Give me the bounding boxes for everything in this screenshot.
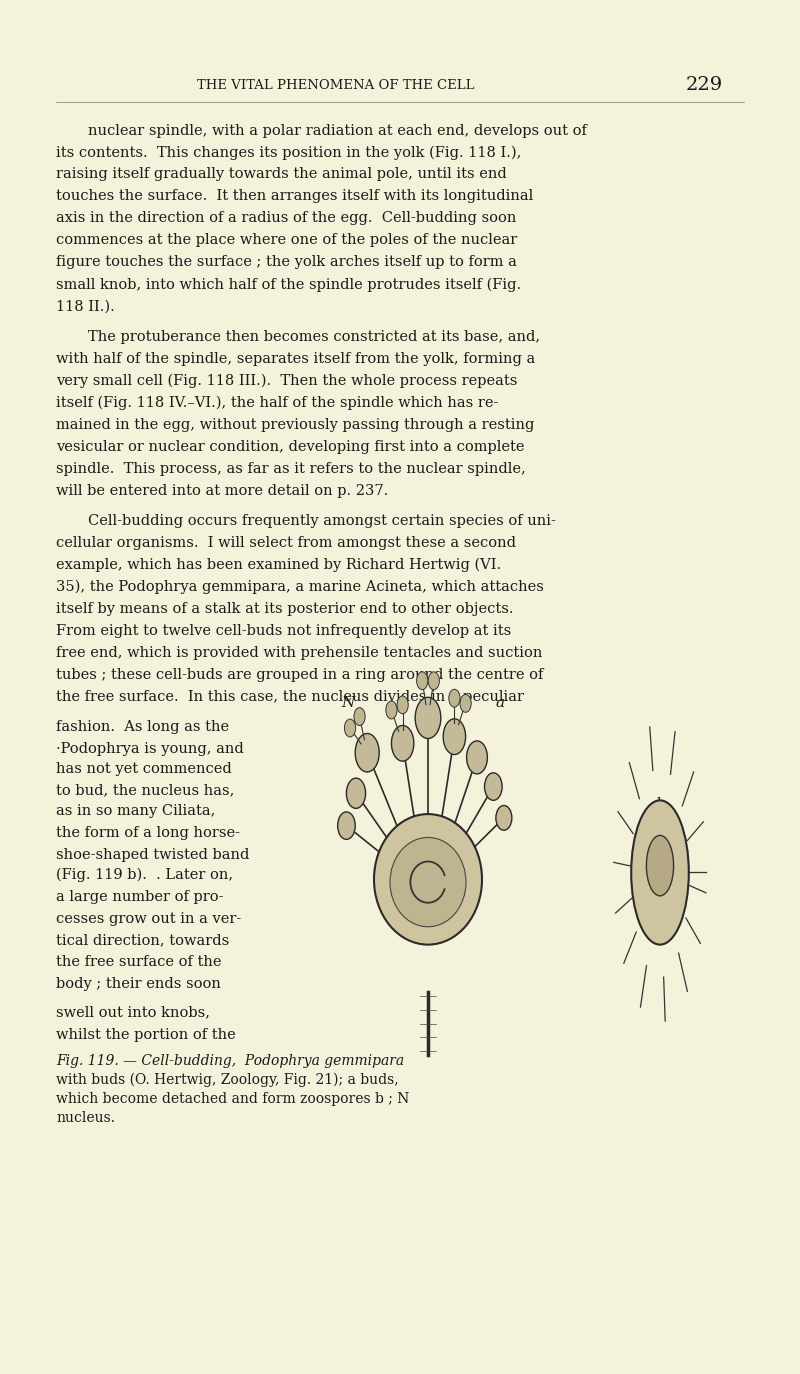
Text: free end, which is provided with prehensile tentacles and suction: free end, which is provided with prehens… [56,646,542,660]
Text: From eight to twelve cell-buds not infrequently develop at its: From eight to twelve cell-buds not infre… [56,624,511,638]
Ellipse shape [449,690,460,708]
Text: the free surface.  In this case, the nucleus divides in a peculiar: the free surface. In this case, the nucl… [56,690,524,703]
Text: small knob, into which half of the spindle protrudes itself (Fig.: small knob, into which half of the spind… [56,278,521,291]
Text: 35), the Podophrya gemmipara, a marine Acineta, which attaches: 35), the Podophrya gemmipara, a marine A… [56,580,544,594]
Text: example, which has been examined by Richard Hertwig (VI.: example, which has been examined by Rich… [56,558,501,572]
Text: which become detached and form zoospores b ; N: which become detached and form zoospores… [56,1092,410,1106]
Ellipse shape [391,725,414,761]
Text: nucleus.: nucleus. [56,1112,115,1125]
Text: tubes ; these cell-buds are grouped in a ring around the centre of: tubes ; these cell-buds are grouped in a… [56,668,543,682]
Text: swell out into knobs,: swell out into knobs, [56,1006,210,1020]
Text: The protuberance then becomes constricted at its base, and,: The protuberance then becomes constricte… [88,330,540,344]
Ellipse shape [646,835,674,896]
Ellipse shape [417,672,428,690]
Ellipse shape [374,813,482,945]
Ellipse shape [390,838,466,927]
Text: axis in the direction of a radius of the egg.  Cell-budding soon: axis in the direction of a radius of the… [56,212,516,225]
Text: vesicular or nuclear condition, developing first into a complete: vesicular or nuclear condition, developi… [56,440,525,453]
Text: (Fig. 119 b).  . Later on,: (Fig. 119 b). . Later on, [56,868,233,882]
Text: Cell-budding occurs frequently amongst certain species of uni-: Cell-budding occurs frequently amongst c… [88,514,556,528]
Ellipse shape [346,778,366,808]
Text: 118 II.).: 118 II.). [56,300,114,313]
Text: itself (Fig. 118 IV.–VI.), the half of the spindle which has re-: itself (Fig. 118 IV.–VI.), the half of t… [56,396,498,409]
Text: the free surface of the: the free surface of the [56,955,222,969]
Text: with half of the spindle, separates itself from the yolk, forming a: with half of the spindle, separates itse… [56,352,535,365]
Ellipse shape [415,698,441,739]
Ellipse shape [631,800,689,945]
Ellipse shape [338,812,355,840]
Text: has not yet commenced: has not yet commenced [56,763,232,776]
Text: mained in the egg, without previously passing through a resting: mained in the egg, without previously pa… [56,418,534,431]
Ellipse shape [386,701,397,719]
Text: figure touches the surface ; the yolk arches itself up to form a: figure touches the surface ; the yolk ar… [56,256,517,269]
Text: Fig. 119. — Cell-budding,  Podophrya gemmipara: Fig. 119. — Cell-budding, Podophrya gemm… [56,1054,404,1068]
Text: whilst the portion of the: whilst the portion of the [56,1028,236,1041]
Ellipse shape [460,694,471,712]
Ellipse shape [466,741,487,774]
Text: touches the surface.  It then arranges itself with its longitudinal: touches the surface. It then arranges it… [56,190,534,203]
Text: as in so many Ciliata,: as in so many Ciliata, [56,804,215,818]
Text: body ; their ends soon: body ; their ends soon [56,977,221,991]
Text: 229: 229 [686,76,722,95]
Text: nuclear spindle, with a polar radiation at each end, develops out of: nuclear spindle, with a polar radiation … [88,124,587,137]
Ellipse shape [443,719,466,754]
Text: to bud, the nucleus has,: to bud, the nucleus has, [56,783,234,797]
Ellipse shape [428,672,439,690]
Text: N: N [342,697,354,710]
Text: very small cell (Fig. 118 III.).  Then the whole process repeats: very small cell (Fig. 118 III.). Then th… [56,374,518,387]
Ellipse shape [496,805,512,830]
Text: cesses grow out in a ver-: cesses grow out in a ver- [56,912,242,926]
Text: THE VITAL PHENOMENA OF THE CELL: THE VITAL PHENOMENA OF THE CELL [198,78,474,92]
Text: shoe-shaped twisted band: shoe-shaped twisted band [56,848,250,861]
Text: spindle.  This process, as far as it refers to the nuclear spindle,: spindle. This process, as far as it refe… [56,462,526,475]
Ellipse shape [355,734,379,772]
Text: a large number of pro-: a large number of pro- [56,890,223,904]
Ellipse shape [485,772,502,800]
Text: its contents.  This changes its position in the yolk (Fig. 118 I.),: its contents. This changes its position … [56,146,522,159]
Text: itself by means of a stalk at its posterior end to other objects.: itself by means of a stalk at its poster… [56,602,514,616]
Text: will be entered into at more detail on p. 237.: will be entered into at more detail on p… [56,484,388,497]
Ellipse shape [354,708,365,725]
Ellipse shape [397,695,408,713]
Text: with buds (O. Hertwig, Zoology, Fig. 21); a buds,: with buds (O. Hertwig, Zoology, Fig. 21)… [56,1073,398,1087]
Text: the form of a long horse-: the form of a long horse- [56,826,240,840]
Ellipse shape [345,719,356,736]
Text: commences at the place where one of the poles of the nuclear: commences at the place where one of the … [56,234,518,247]
Text: ·Podophrya is young, and: ·Podophrya is young, and [56,742,244,756]
Text: tical direction, towards: tical direction, towards [56,933,230,947]
Text: fashion.  As long as the: fashion. As long as the [56,720,229,734]
Text: b: b [655,797,665,811]
Text: a: a [495,697,505,710]
Text: cellular organisms.  I will select from amongst these a second: cellular organisms. I will select from a… [56,536,516,550]
Text: raising itself gradually towards the animal pole, until its end: raising itself gradually towards the ani… [56,168,506,181]
